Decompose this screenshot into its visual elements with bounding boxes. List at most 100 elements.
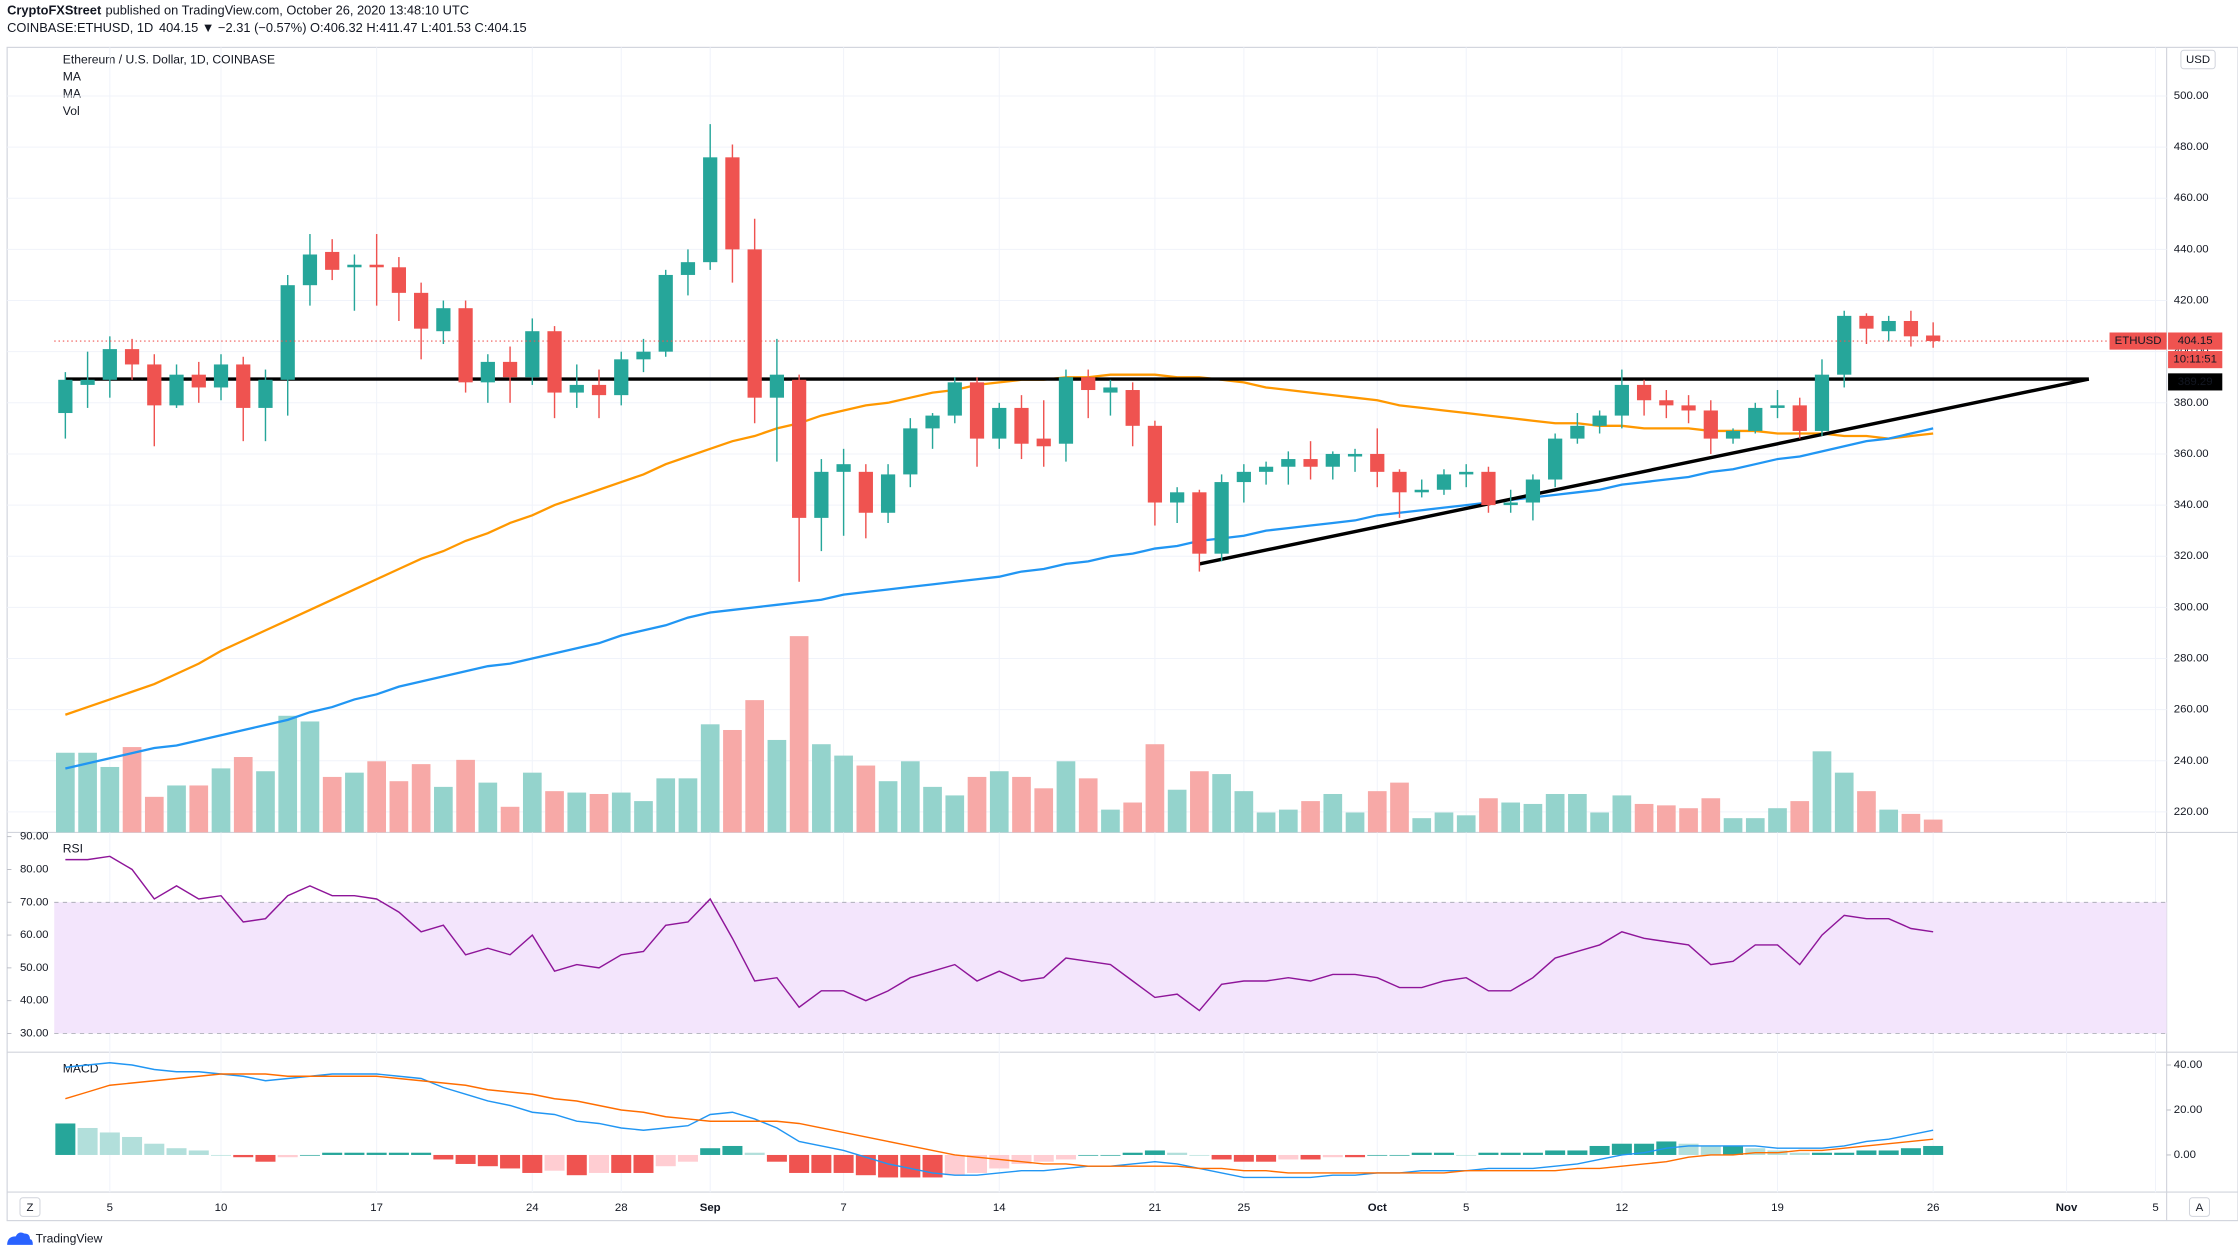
support-price-label: 389.29: [2178, 376, 2213, 388]
candle-body: [1859, 315, 1874, 329]
header-line: CryptoFXStreet published on TradingView.c…: [7, 3, 469, 18]
macd-histogram-bar: [989, 1154, 1010, 1169]
candle-body: [1592, 415, 1607, 426]
macd-histogram-bar: [1256, 1154, 1277, 1162]
macd-histogram-bar: [833, 1154, 854, 1173]
y-tick-label: 360.00: [2174, 448, 2209, 460]
zoom-label[interactable]: Z: [26, 1202, 33, 1214]
volume-bar: [1901, 813, 1921, 833]
candle-body: [1770, 405, 1785, 408]
macd-histogram-bar: [1789, 1152, 1810, 1155]
header-quote-line: COINBASE:ETHUSD, 1D 404.15 ▼ −2.31 (−0.57…: [7, 20, 526, 35]
rsi-tick-label: 40.00: [20, 995, 49, 1007]
candle-body: [1214, 482, 1229, 554]
macd-tick-label: 0.00: [2174, 1149, 2196, 1161]
x-tick-label: 5: [107, 1202, 113, 1214]
volume-bar: [1701, 798, 1721, 833]
candle-body: [1281, 459, 1296, 467]
rsi-tick-label: 80.00: [20, 863, 49, 875]
macd-histogram-bar: [566, 1154, 587, 1176]
x-tick-label: 10: [215, 1202, 228, 1214]
candle-body: [1548, 438, 1563, 480]
macd-tick-label: 40.00: [2174, 1059, 2203, 1071]
volume-bar: [1879, 809, 1899, 833]
auto-scale-button[interactable]: [2188, 1197, 2210, 1217]
volume-bar: [1656, 805, 1676, 833]
candle-body: [1525, 479, 1541, 503]
y-tick-label: 460.00: [2174, 192, 2209, 204]
volume-bar: [1634, 803, 1654, 833]
y-tick-label: 440.00: [2174, 243, 2209, 255]
macd-histogram-bar: [1189, 1154, 1210, 1156]
auto-scale-label[interactable]: A: [2196, 1202, 2204, 1214]
volume-bar: [256, 771, 275, 833]
volume-bar: [1523, 803, 1543, 833]
volume-bar: [1590, 812, 1609, 833]
macd-histogram-bar: [1522, 1152, 1543, 1155]
macd-tick-label: 20.00: [2174, 1104, 2203, 1116]
macd-histogram-bar: [855, 1154, 876, 1176]
rsi-tick-label: 50.00: [20, 962, 49, 974]
pane-title: MACD: [63, 1062, 99, 1076]
volume-bar: [1768, 808, 1787, 833]
volume-bar: [611, 792, 631, 833]
macd-histogram-bar: [500, 1154, 521, 1169]
candle-body: [80, 379, 95, 385]
chart-title: Ethereum / U.S. Dollar, 1D, COINBASE: [63, 52, 275, 66]
volume-bar: [1190, 771, 1209, 833]
macd-histogram-bar: [366, 1152, 387, 1155]
macd-histogram-bar: [233, 1154, 254, 1158]
currency-button[interactable]: [2180, 49, 2216, 70]
macd-histogram-bar: [1545, 1150, 1566, 1155]
currency-label[interactable]: USD: [2186, 54, 2210, 66]
candle-body: [1703, 410, 1718, 439]
candle-body: [236, 364, 251, 408]
x-tick-label: 25: [1238, 1202, 1251, 1214]
candle-body: [925, 415, 940, 429]
candle-body: [1748, 407, 1763, 431]
candle-body: [280, 285, 295, 380]
macd-histogram-bar: [1878, 1150, 1899, 1155]
volume-bar: [656, 778, 676, 833]
volume-bar: [1545, 793, 1565, 833]
candle-body: [1325, 453, 1340, 467]
volume-bar: [367, 761, 386, 833]
y-tick-label: 260.00: [2174, 704, 2209, 716]
rsi-tick-label: 60.00: [20, 929, 49, 941]
volume-bar: [1390, 782, 1409, 833]
candle-body: [1258, 466, 1274, 472]
symbol-label-box: [2109, 332, 2167, 350]
x-tick-label: 17: [370, 1202, 383, 1214]
macd-histogram-bar: [344, 1152, 365, 1155]
macd-histogram-bar: [1433, 1152, 1454, 1155]
volume-bar: [878, 781, 898, 833]
candle-body: [124, 349, 140, 365]
candle-body: [325, 251, 340, 270]
candle-body: [792, 379, 807, 518]
macd-histogram-bar: [944, 1154, 965, 1176]
candle-body: [858, 471, 873, 513]
last-price-label: 404.15: [2178, 335, 2213, 347]
macd-histogram-bar: [1900, 1148, 1921, 1155]
macd-histogram-bar: [1700, 1145, 1721, 1155]
y-tick-label: 480.00: [2174, 141, 2209, 153]
volume-bar: [923, 786, 942, 833]
candle-body: [725, 157, 740, 250]
volume-bar: [1745, 818, 1765, 833]
volume-bar: [1679, 808, 1698, 833]
volume-bar: [478, 782, 498, 833]
candle-body: [414, 292, 429, 329]
volume-bar: [589, 793, 609, 833]
zoom-button[interactable]: [19, 1197, 41, 1217]
candle-body: [502, 361, 518, 378]
candle-body: [1370, 453, 1385, 472]
candle-body: [1192, 492, 1207, 554]
volume-bar: [322, 776, 342, 833]
macd-histogram-bar: [1345, 1154, 1366, 1158]
macd-histogram-bar: [1589, 1145, 1610, 1155]
pane-title: RSI: [63, 842, 83, 856]
macd-histogram-bar: [1411, 1152, 1432, 1155]
x-tick-label: 5: [2152, 1202, 2158, 1214]
